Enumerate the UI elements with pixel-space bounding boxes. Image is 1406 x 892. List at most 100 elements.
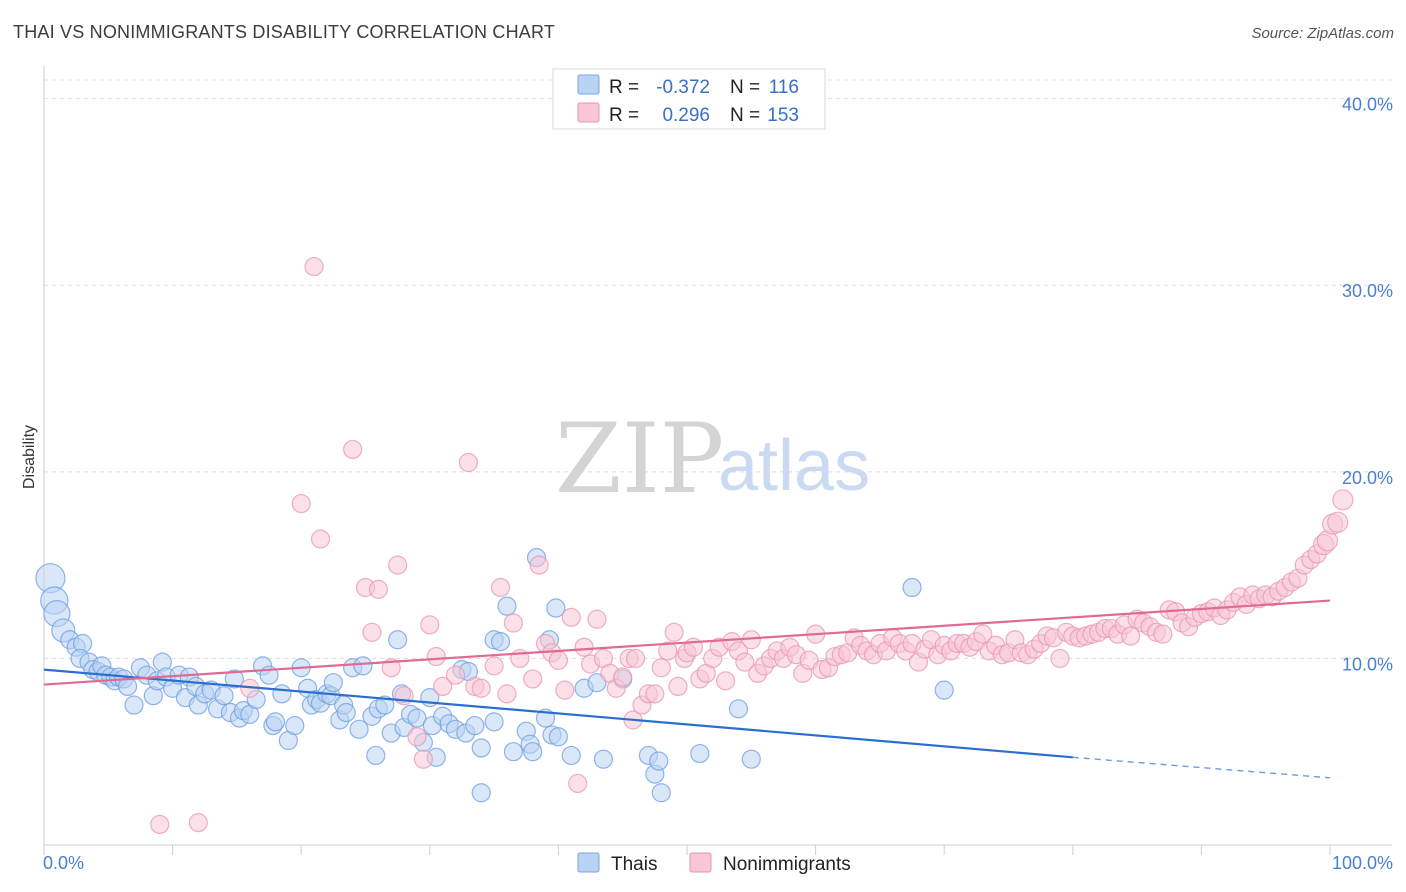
y-tick-labels: 10.0% 20.0% 30.0% 40.0% bbox=[1342, 95, 1393, 675]
nonimmigrants-point-156 bbox=[1332, 489, 1354, 511]
y-tick-label-2: 30.0% bbox=[1342, 281, 1393, 301]
legend-n-label-thais: N = bbox=[730, 77, 760, 98]
bottom-legend-swatch-thais bbox=[577, 852, 600, 873]
thais-point-106 bbox=[649, 751, 669, 771]
nonimmigrants-point-5 bbox=[310, 529, 331, 549]
legend-r-label-thais: R = bbox=[609, 77, 639, 98]
bottom-legend: Thais Nonimmigrants bbox=[577, 852, 851, 875]
data-points bbox=[35, 256, 1354, 835]
thais-point-98 bbox=[548, 727, 569, 747]
thais-point-65 bbox=[375, 695, 395, 715]
nonimmigrants-point-41 bbox=[613, 667, 633, 687]
nonimmigrants-point-49 bbox=[658, 641, 678, 661]
nonimmigrants-point-19 bbox=[458, 452, 478, 473]
y-tick-label-3: 40.0% bbox=[1342, 95, 1393, 115]
nonimmigrants-point-6 bbox=[343, 439, 363, 460]
legend-r-value-nonimmigrants: 0.296 bbox=[662, 105, 710, 126]
nonimmigrants-point-111 bbox=[1050, 648, 1070, 669]
thais-point-85 bbox=[484, 712, 504, 732]
nonimmigrants-point-33 bbox=[561, 607, 581, 627]
thais-trend-extension bbox=[1072, 756, 1331, 779]
nonimmigrants-point-17 bbox=[433, 676, 453, 697]
thais-point-112 bbox=[934, 680, 954, 700]
thais-point-63 bbox=[366, 745, 386, 766]
y-tick-label-0: 10.0% bbox=[1342, 654, 1393, 674]
legend-n-value-thais: 116 bbox=[769, 77, 799, 98]
nonimmigrants-point-22 bbox=[484, 656, 504, 676]
nonimmigrants-point-11 bbox=[388, 555, 408, 575]
nonimmigrants-point-8 bbox=[362, 622, 382, 642]
y-tick-label-1: 20.0% bbox=[1342, 468, 1393, 488]
nonimmigrants-point-24 bbox=[497, 684, 517, 704]
nonimmigrants-point-23 bbox=[490, 577, 511, 598]
nonimmigrants-point-59 bbox=[715, 671, 736, 691]
watermark-zip: ZIP bbox=[555, 403, 724, 515]
thais-point-92 bbox=[523, 742, 543, 762]
nonimmigrants-point-27 bbox=[523, 669, 543, 689]
nonimmigrants-point-1 bbox=[188, 813, 208, 833]
nonimmigrants-point-47 bbox=[645, 684, 665, 704]
source-label: Source: ZipAtlas.com bbox=[1251, 25, 1394, 42]
thais-point-82 bbox=[465, 715, 485, 736]
nonimmigrants-point-16 bbox=[426, 646, 446, 667]
thais-point-67 bbox=[388, 630, 408, 650]
thais-point-45 bbox=[272, 684, 292, 704]
nonimmigrants-point-50 bbox=[664, 622, 684, 642]
thais-trend-line bbox=[43, 668, 1073, 759]
thais-point-101 bbox=[587, 673, 607, 693]
nonimmigrants-point-32 bbox=[555, 680, 575, 700]
nonimmigrants-point-15 bbox=[420, 615, 440, 635]
chart-title: THAI VS NONIMMIGRANTS DISABILITY CORRELA… bbox=[13, 22, 555, 42]
thais-point-87 bbox=[490, 632, 511, 652]
thais-point-47 bbox=[285, 715, 305, 736]
thais-point-58 bbox=[336, 702, 356, 723]
thais-point-18 bbox=[124, 695, 144, 715]
bottom-legend-nonimmigrants: Nonimmigrants bbox=[723, 854, 851, 875]
legend-r-value-thais: -0.372 bbox=[656, 77, 710, 98]
thais-point-102 bbox=[593, 749, 614, 769]
nonimmigrants-point-62 bbox=[735, 652, 755, 672]
thais-point-89 bbox=[503, 742, 523, 762]
nonimmigrants-point-14 bbox=[413, 749, 433, 769]
nonimmigrants-point-13 bbox=[407, 727, 427, 747]
nonimmigrants-point-127 bbox=[1153, 624, 1173, 644]
nonimmigrants-point-0 bbox=[150, 814, 170, 835]
nonimmigrants-point-44 bbox=[625, 648, 646, 669]
nonimmigrants-point-34 bbox=[568, 773, 588, 794]
thais-point-84 bbox=[471, 783, 491, 803]
nonimmigrants-point-99 bbox=[973, 624, 993, 644]
legend-n-label-nonimmigrants: N = bbox=[730, 105, 760, 126]
nonimmigrants-point-4 bbox=[304, 256, 324, 277]
thais-point-83 bbox=[471, 738, 491, 758]
thais-point-60 bbox=[349, 719, 369, 739]
legend-r-label-nonimmigrants: R = bbox=[609, 105, 639, 126]
thais-point-88 bbox=[497, 596, 517, 616]
nonimmigrants-point-122 bbox=[1121, 626, 1141, 646]
legend: R = -0.372 N = 116 R = 0.296 N = 153 bbox=[552, 68, 826, 130]
x-tick-label-min: 0.0% bbox=[43, 853, 84, 873]
thais-point-111 bbox=[902, 577, 922, 598]
thais-point-34 bbox=[214, 686, 234, 706]
bottom-legend-thais: Thais bbox=[611, 854, 657, 875]
thais-point-99 bbox=[561, 745, 581, 766]
nonimmigrants-point-31 bbox=[548, 650, 569, 670]
thais-point-108 bbox=[690, 743, 710, 764]
legend-n-value-nonimmigrants: 153 bbox=[767, 105, 799, 126]
thais-point-110 bbox=[741, 749, 761, 769]
y-axis-label: Disability bbox=[21, 425, 38, 489]
nonimmigrants-point-9 bbox=[368, 579, 388, 599]
axes bbox=[43, 66, 1392, 855]
nonimmigrants-point-12 bbox=[394, 686, 414, 706]
legend-swatch-thais bbox=[577, 74, 600, 95]
nonimmigrants-point-3 bbox=[291, 493, 311, 514]
thais-point-71 bbox=[407, 708, 427, 728]
x-tick-label-max: 100.0% bbox=[1332, 853, 1393, 873]
thais-point-55 bbox=[323, 673, 343, 693]
nonimmigrants-point-37 bbox=[587, 609, 607, 629]
nonimmigrants-point-72 bbox=[799, 650, 819, 670]
nonimmigrants-point-51 bbox=[668, 676, 688, 697]
nonimmigrants-point-48 bbox=[651, 658, 671, 678]
nonimmigrants-trend-line bbox=[43, 599, 1331, 686]
trend-lines bbox=[43, 599, 1331, 779]
